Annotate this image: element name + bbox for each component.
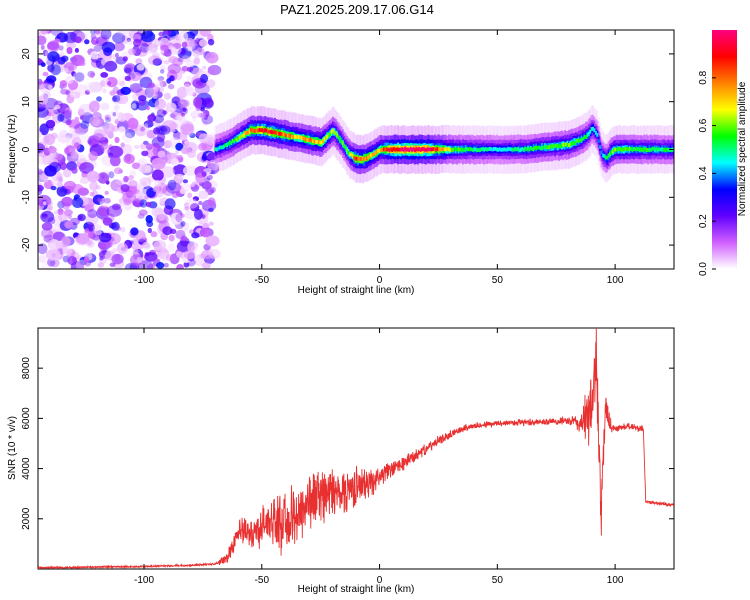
snr-x-axis-label: Height of straight line (km) — [298, 584, 415, 595]
y-tick-label: 2000 — [21, 507, 32, 530]
x-tick-label: -50 — [255, 575, 270, 586]
x-tick-label: 100 — [607, 275, 624, 286]
y-tick-label: 10 — [21, 96, 32, 108]
y-tick-label: 0 — [21, 146, 32, 152]
x-tick-label: -100 — [134, 575, 154, 586]
x-tick-label: -100 — [134, 275, 154, 286]
figure-title: PAZ1.2025.209.17.06.G14 — [280, 2, 434, 17]
y-tick-label: 4000 — [21, 457, 32, 480]
snr-series-line — [38, 328, 674, 569]
y-tick-label: -10 — [21, 190, 32, 205]
snr-y-axis-label: SNR (10 * v/v) — [7, 416, 18, 480]
colorbar-ticks: 0.0 0.2 0.4 0.6 0.8 — [698, 70, 716, 276]
snr-frame — [37, 327, 675, 570]
y-tick-label: -20 — [21, 237, 32, 252]
colorbar-tick-label: 0.8 — [698, 70, 709, 84]
spectrogram-y-axis-label: Frequency (Hz) — [7, 115, 18, 184]
colorbar-tick-label: 0.2 — [698, 214, 709, 228]
snr-axes: -100 -50 0 50 100 2000 4000 6000 8000 — [21, 328, 674, 586]
x-tick-label: -50 — [255, 275, 270, 286]
colorbar: 0.0 0.2 0.4 0.6 0.8 Normalized spectral ampl… — [698, 30, 748, 276]
x-tick-label: 50 — [492, 575, 504, 586]
x-tick-label: 50 — [492, 275, 504, 286]
y-tick-label: 8000 — [21, 357, 32, 380]
colorbar-label: Normalized spectral amplitude — [737, 81, 748, 216]
y-tick-label: 6000 — [21, 407, 32, 430]
spectrogram-image — [38, 30, 674, 269]
snr-panel: -100 -50 0 50 100 2000 4000 6000 8000 Height of … — [7, 327, 675, 595]
colorbar-gradient — [712, 30, 737, 269]
y-tick-label: 20 — [21, 48, 32, 60]
x-tick-label: 100 — [607, 575, 624, 586]
x-tick-label: 0 — [377, 275, 383, 286]
colorbar-tick-label: 0.0 — [698, 262, 709, 276]
x-tick-label: 0 — [377, 575, 383, 586]
colorbar-tick-label: 0.6 — [698, 118, 709, 132]
colorbar-tick-label: 0.4 — [698, 166, 709, 180]
spectrogram-x-axis-label: Height of straight line (km) — [298, 285, 415, 296]
